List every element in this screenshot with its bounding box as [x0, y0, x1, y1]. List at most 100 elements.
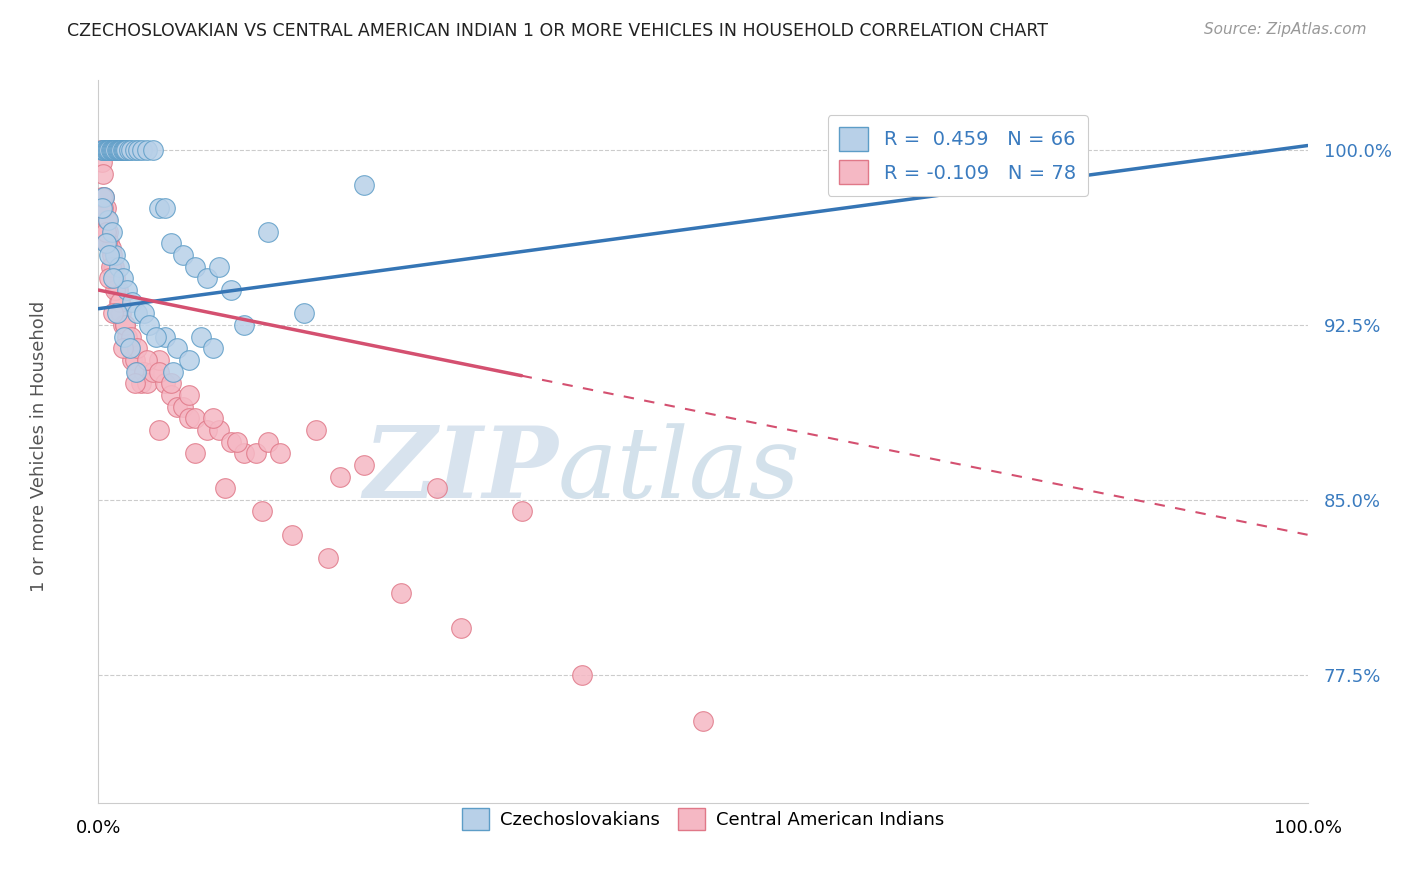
- Point: [148, 423, 170, 437]
- Point: [97, 143, 120, 157]
- Point: [127, 365, 149, 379]
- Point: [153, 202, 176, 216]
- Point: [202, 341, 225, 355]
- Point: [101, 260, 124, 274]
- Point: [142, 365, 165, 379]
- Point: [208, 423, 231, 437]
- Point: [135, 376, 157, 391]
- Point: [101, 143, 124, 157]
- Point: [107, 283, 129, 297]
- Point: [104, 143, 127, 157]
- Point: [305, 423, 328, 437]
- Point: [121, 294, 143, 309]
- Point: [91, 143, 114, 157]
- Point: [389, 586, 412, 600]
- Point: [172, 400, 194, 414]
- Point: [94, 202, 117, 216]
- Point: [221, 283, 243, 297]
- Point: [127, 143, 149, 157]
- Point: [101, 271, 124, 285]
- Point: [129, 376, 152, 391]
- Point: [97, 213, 120, 227]
- Point: [91, 202, 114, 216]
- Point: [91, 190, 114, 204]
- Point: [124, 376, 146, 391]
- Point: [250, 504, 273, 518]
- Point: [114, 143, 136, 157]
- Point: [692, 714, 714, 729]
- Point: [110, 143, 132, 157]
- Text: 1 or more Vehicles in Household: 1 or more Vehicles in Household: [31, 301, 48, 591]
- Point: [93, 143, 115, 157]
- Point: [202, 411, 225, 425]
- Point: [96, 143, 118, 157]
- Point: [97, 225, 120, 239]
- Point: [134, 306, 156, 320]
- Point: [316, 551, 339, 566]
- Point: [571, 667, 593, 681]
- Point: [160, 236, 183, 251]
- Point: [105, 143, 128, 157]
- Point: [94, 225, 117, 239]
- Point: [115, 143, 138, 157]
- Point: [179, 388, 201, 402]
- Point: [94, 236, 117, 251]
- Point: [118, 143, 141, 157]
- Point: [162, 365, 184, 379]
- Point: [124, 353, 146, 368]
- Point: [214, 481, 236, 495]
- Point: [100, 143, 122, 157]
- Point: [145, 329, 167, 343]
- Point: [100, 260, 122, 274]
- Point: [166, 341, 188, 355]
- Point: [232, 318, 254, 332]
- Point: [103, 143, 125, 157]
- Point: [104, 271, 127, 285]
- Point: [292, 306, 315, 320]
- Point: [93, 190, 115, 204]
- Point: [256, 225, 278, 239]
- Point: [111, 271, 134, 285]
- Point: [110, 306, 132, 320]
- Point: [127, 306, 149, 320]
- Point: [134, 365, 156, 379]
- Point: [111, 341, 134, 355]
- Point: [160, 376, 183, 391]
- Point: [108, 143, 131, 157]
- Text: atlas: atlas: [558, 423, 800, 518]
- Point: [114, 318, 136, 332]
- Point: [108, 306, 131, 320]
- Point: [96, 236, 118, 251]
- Point: [195, 423, 218, 437]
- Point: [114, 318, 136, 332]
- Point: [142, 143, 165, 157]
- Point: [108, 143, 131, 157]
- Point: [111, 318, 134, 332]
- Point: [104, 283, 127, 297]
- Point: [105, 306, 128, 320]
- Point: [98, 248, 121, 262]
- Point: [184, 260, 207, 274]
- Point: [172, 248, 194, 262]
- Point: [121, 353, 143, 368]
- Point: [91, 154, 114, 169]
- Point: [100, 143, 122, 157]
- Point: [190, 329, 212, 343]
- Point: [94, 143, 117, 157]
- Point: [120, 143, 142, 157]
- Point: [120, 329, 142, 343]
- Point: [117, 329, 139, 343]
- Point: [184, 446, 207, 460]
- Point: [101, 306, 124, 320]
- Point: [100, 248, 122, 262]
- Point: [117, 283, 139, 297]
- Point: [135, 143, 157, 157]
- Point: [256, 434, 278, 449]
- Point: [91, 202, 114, 216]
- Point: [131, 143, 153, 157]
- Point: [353, 458, 375, 472]
- Point: [98, 143, 121, 157]
- Point: [208, 260, 231, 274]
- Point: [100, 241, 122, 255]
- Point: [153, 376, 176, 391]
